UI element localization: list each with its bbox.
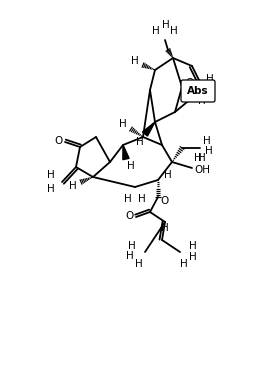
Text: H: H <box>194 153 202 163</box>
Text: H: H <box>126 251 134 261</box>
Text: H: H <box>189 252 197 262</box>
Text: H: H <box>127 161 135 171</box>
Text: O: O <box>185 78 193 88</box>
Text: H: H <box>189 241 197 251</box>
Text: H: H <box>69 181 77 191</box>
Text: H: H <box>128 241 136 251</box>
Text: H: H <box>138 194 146 204</box>
Text: H: H <box>198 96 206 106</box>
Text: H: H <box>47 184 55 194</box>
Text: H: H <box>152 26 160 36</box>
Text: H: H <box>161 223 169 233</box>
Text: O: O <box>160 196 168 206</box>
Text: H: H <box>136 137 144 147</box>
Text: H: H <box>164 170 172 180</box>
Text: H: H <box>170 26 178 36</box>
Text: H: H <box>131 56 139 66</box>
Polygon shape <box>143 122 155 136</box>
Text: H: H <box>47 170 55 180</box>
Text: Abs: Abs <box>187 86 209 96</box>
Text: H: H <box>198 153 206 163</box>
Text: H: H <box>205 146 213 156</box>
Text: O: O <box>125 211 133 221</box>
FancyBboxPatch shape <box>181 80 215 102</box>
Text: H: H <box>119 119 127 129</box>
Polygon shape <box>123 145 129 160</box>
Text: H: H <box>124 194 132 204</box>
Text: O: O <box>54 136 62 146</box>
Text: H: H <box>135 259 143 269</box>
Text: H: H <box>206 74 214 84</box>
Text: H: H <box>162 20 170 30</box>
Text: OH: OH <box>194 165 210 175</box>
Text: H: H <box>203 136 211 146</box>
Text: H: H <box>180 259 188 269</box>
